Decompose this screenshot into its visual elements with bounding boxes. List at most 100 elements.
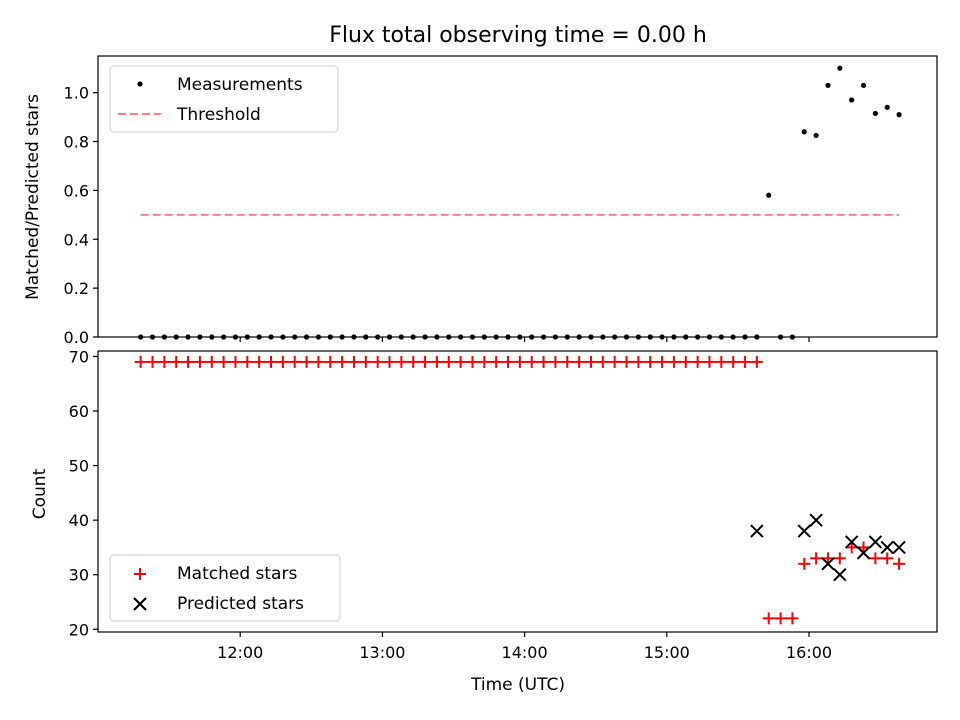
measurement-point (849, 97, 855, 103)
matched-star-point (466, 355, 479, 368)
matched-star-point (703, 355, 716, 368)
matched-star-point (667, 355, 680, 368)
matched-star-point (430, 355, 443, 368)
matched-star-point (347, 355, 360, 368)
y-tick-label: 0.0 (64, 328, 89, 347)
predicted-star-point (797, 524, 811, 538)
matched-star-point (170, 355, 183, 368)
predicted-star-point (856, 546, 871, 560)
top-panel: Flux total observing time = 0.00 h 0.00.… (23, 23, 938, 347)
legend-threshold-label: Threshold (176, 105, 261, 125)
measurement-point (813, 132, 819, 139)
legend-predicted-label: Predicted stars (177, 594, 304, 614)
measurement-point (825, 82, 831, 88)
bottom-plot-area (134, 355, 906, 625)
matched-star-point (821, 552, 834, 565)
y-tick-label: 40 (69, 511, 89, 530)
matched-star-point (359, 355, 372, 368)
y-tick-label: 0.4 (64, 230, 89, 249)
matched-star-point (786, 612, 799, 625)
matched-star-point (276, 355, 289, 368)
y-tick-label: 30 (69, 566, 89, 585)
measurement-point (766, 192, 772, 198)
y-tick-label: 1.0 (64, 84, 89, 103)
measurement-point (801, 129, 807, 135)
matched-star-point (679, 355, 692, 368)
matched-star-point (608, 355, 621, 368)
bottom-y-ticks: 20 30 40 50 60 70 (69, 347, 98, 639)
matched-star-point (182, 355, 195, 368)
legend-measurements-marker (137, 81, 143, 87)
top-legend-box (109, 65, 339, 133)
top-axes-frame (97, 55, 938, 338)
top-y-ticks: 0.0 0.2 0.4 0.6 0.8 1.0 (64, 84, 98, 347)
matched-star-point (134, 355, 147, 368)
legend-matched-marker (134, 568, 146, 580)
x-axis-label: Time (UTC) (470, 675, 565, 695)
y-tick-label: 0.6 (64, 181, 89, 200)
matched-star-point (573, 355, 586, 368)
predicted-star-point (880, 540, 894, 555)
predicted-star-point (833, 568, 847, 582)
matched-star-point (241, 355, 254, 368)
matched-star-point (857, 541, 870, 554)
matched-star-point (336, 355, 349, 368)
measurement-point (872, 110, 878, 117)
matched-star-point (869, 552, 882, 565)
measurement-point (860, 82, 867, 88)
matched-star-point (656, 355, 669, 368)
matched-star-point (584, 355, 597, 368)
bottom-axes-frame (97, 350, 938, 633)
predicted-star-point (868, 535, 883, 549)
matched-star-point (502, 355, 515, 368)
matched-star-point (158, 355, 171, 368)
matched-star-point (229, 355, 242, 368)
matched-star-point (312, 355, 325, 368)
matched-star-point (383, 355, 396, 368)
bottom-panel: 20 30 40 50 60 70 12:00 13:00 14:00 15:00 16:00 C… (30, 347, 938, 695)
matched-star-point (419, 355, 432, 368)
matched-star-point (644, 355, 657, 368)
matched-star-point (513, 355, 526, 368)
measurement-point (837, 65, 843, 71)
matched-star-point (217, 355, 230, 368)
measurement-point (884, 104, 890, 110)
matched-star-point (620, 355, 633, 368)
bottom-legend-box (109, 554, 341, 622)
matched-star-point (881, 552, 894, 565)
matched-star-point (798, 557, 811, 570)
matched-star-point (561, 355, 574, 368)
matched-star-point (407, 355, 420, 368)
matched-star-point (762, 612, 775, 625)
matched-star-point (300, 355, 313, 368)
y-tick-label: 50 (69, 457, 89, 476)
matched-star-point (253, 355, 266, 368)
matched-star-point (478, 355, 491, 368)
matched-star-point (845, 541, 858, 554)
legend-measurements-label: Measurements (177, 75, 303, 95)
matched-star-point (739, 355, 752, 368)
top-legend: Measurements Threshold (109, 65, 339, 133)
predicted-star-point (821, 557, 835, 571)
matched-star-point (537, 355, 550, 368)
x-tick-label: 15:00 (644, 643, 690, 662)
y-tick-label: 0.8 (64, 133, 89, 152)
predicted-star-point (809, 513, 823, 527)
matched-star-point (774, 612, 787, 625)
y-tick-label: 0.2 (64, 279, 89, 298)
matched-star-point (750, 355, 763, 368)
matched-star-point (395, 355, 408, 368)
bottom-y-axis-label: Count (30, 468, 50, 519)
predicted-star-point (844, 535, 859, 549)
matched-star-point (893, 557, 906, 570)
matched-star-point (454, 355, 467, 368)
top-y-axis-label: Matched/Predicted stars (23, 94, 43, 300)
x-tick-label: 14:00 (502, 643, 548, 662)
matched-star-point (442, 355, 455, 368)
matched-star-point (205, 355, 218, 368)
matched-star-point (727, 355, 740, 368)
predicted-star-point (892, 540, 906, 555)
top-x-ticks (239, 337, 810, 342)
matched-star-point (324, 355, 337, 368)
